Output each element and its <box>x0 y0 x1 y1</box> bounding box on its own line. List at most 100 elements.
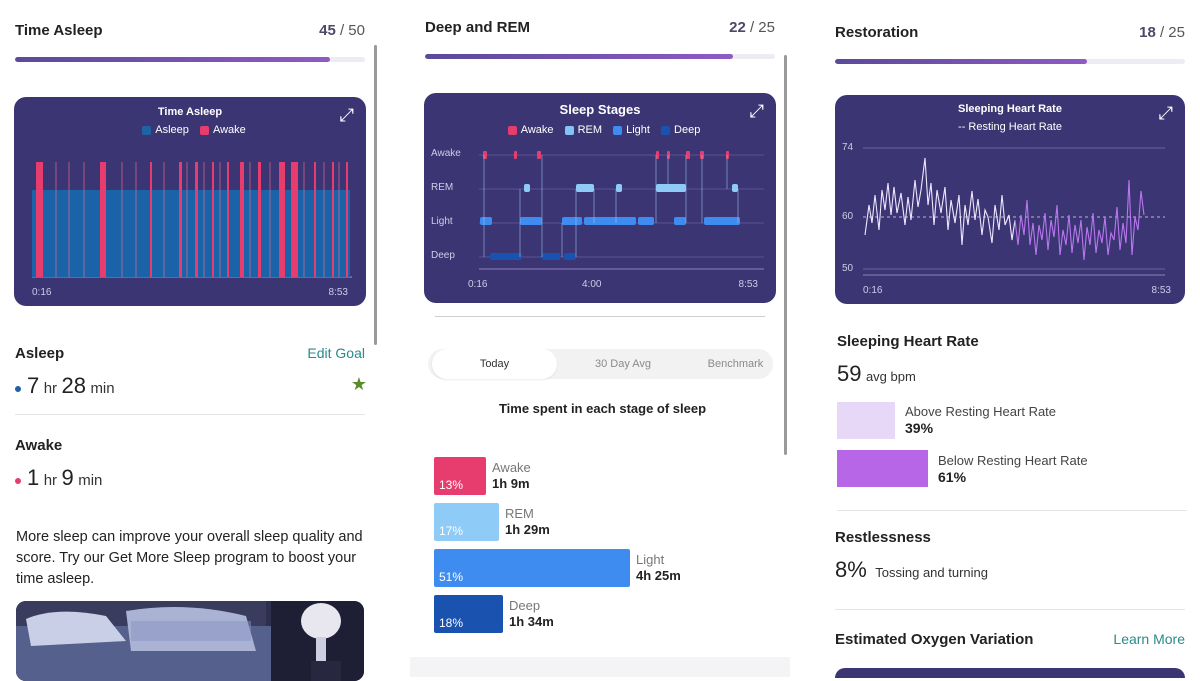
chart-title: Sleep Stages <box>559 102 641 117</box>
stage-bar-pct: 13% <box>439 478 464 492</box>
legend-swatch-asleep <box>142 125 152 135</box>
tab-benchmark[interactable]: Benchmark <box>707 358 764 370</box>
time-asleep-panel: Time Asleep 45 / 50 Time Asleep ⤢ Asleep… <box>0 0 385 681</box>
legend-label: Light <box>626 124 650 136</box>
legend-label: Awake <box>520 124 554 136</box>
legend-swatch-rem <box>564 125 574 135</box>
score: 45 / 50 <box>319 22 365 39</box>
restlessness-value: 8% Tossing and turning <box>835 557 988 582</box>
stage-bar-duration: 1h 9m <box>492 476 530 491</box>
asleep-dot <box>15 385 21 392</box>
stage-bar-label: REM <box>505 506 534 521</box>
restoration-panel: Restoration 18 / 25 Sleeping Heart Rate … <box>820 0 1200 678</box>
asleep-label: Asleep <box>15 345 65 362</box>
above-resting-swatch <box>837 402 895 439</box>
bottom-card <box>410 657 790 677</box>
awake-dot <box>15 477 21 484</box>
time-asleep-chart <box>32 162 352 278</box>
tab-30-day-avg[interactable]: 30 Day Avg <box>594 358 652 370</box>
chart-legend: Awake REM Light Deep <box>424 124 776 136</box>
heart-rate-chart-card: Sleeping Heart Rate -- Resting Heart Rat… <box>835 95 1185 304</box>
stage-bar-duration: 4h 25m <box>636 568 681 583</box>
sleeping-hr-label: Sleeping Heart Rate <box>837 333 979 350</box>
legend-swatch-awake <box>507 125 517 135</box>
restlessness-label: Restlessness <box>835 529 931 546</box>
stage-bar-label: Light <box>636 552 665 567</box>
score: 18 / 25 <box>1139 24 1185 41</box>
x-axis-end: 8:53 <box>738 279 758 290</box>
stage-bar-pct: 17% <box>439 524 464 538</box>
y-label-74: 74 <box>842 142 854 153</box>
y-label-60: 60 <box>842 211 854 222</box>
score-value: 45 <box>319 22 336 39</box>
deep-rem-panel: Deep and REM 22 / 25 Sleep Stages ⤢ Awak… <box>405 0 800 677</box>
sleep-stages-chart <box>479 151 764 270</box>
legend-label: Awake <box>212 124 246 136</box>
legend-label: Asleep <box>155 124 189 136</box>
score-progress-fill <box>835 59 1087 64</box>
stage-bar-awake: 13% <box>434 457 486 495</box>
stage-bar-duration: 1h 34m <box>509 614 554 629</box>
score-max: / 25 <box>1159 24 1185 41</box>
chart-title: Sleeping Heart Rate <box>958 103 1062 115</box>
asleep-value: 7 hr 28 min <box>15 373 115 399</box>
sleeping-hr-value: 59 avg bpm <box>837 361 916 386</box>
expand-icon[interactable]: ⤢ <box>339 105 354 125</box>
divider <box>15 414 365 415</box>
legend-label: Deep <box>674 124 701 136</box>
score-max: / 25 <box>749 19 775 36</box>
stage-bar-label: Awake <box>492 460 531 475</box>
below-resting-label: Below Resting Heart Rate <box>938 453 1088 468</box>
y-label-awake: Awake <box>431 148 461 159</box>
score: 22 / 25 <box>729 19 775 36</box>
stage-bar-deep: 18% <box>434 595 503 633</box>
awake-label: Awake <box>15 437 63 454</box>
x-axis-mid: 4:00 <box>582 279 602 290</box>
legend-swatch-deep <box>661 125 671 135</box>
stage-bar-duration: 1h 29m <box>505 522 550 537</box>
section-title: Restoration <box>835 24 919 41</box>
bedroom-image <box>16 601 364 681</box>
stage-bar-pct: 18% <box>439 616 464 630</box>
section-title: Deep and REM <box>425 19 531 36</box>
awake-value: 1 hr 9 min <box>15 465 102 491</box>
x-axis-start: 0:16 <box>863 285 883 296</box>
score-progress-bar <box>425 54 775 59</box>
stage-bar-rem: 17% <box>434 503 499 541</box>
time-asleep-chart-card: Time Asleep ⤢ Asleep Awake <box>14 97 366 306</box>
x-axis-end: 8:53 <box>328 287 348 298</box>
expand-icon[interactable]: ⤢ <box>1158 103 1173 123</box>
score-progress-bar <box>835 59 1185 64</box>
below-resting-swatch <box>837 450 928 487</box>
x-axis-start: 0:16 <box>32 287 52 298</box>
divider <box>435 316 765 317</box>
score-progress-bar <box>15 57 365 62</box>
stage-bar-pct: 51% <box>439 570 464 584</box>
score-value: 18 <box>1139 24 1156 41</box>
oxygen-label: Estimated Oxygen Variation <box>835 631 1034 648</box>
above-resting-label: Above Resting Heart Rate <box>905 404 1057 419</box>
period-tabs: Today 30 Day Avg Benchmark <box>428 349 773 379</box>
sleep-stages-chart-card: Sleep Stages ⤢ Awake REM Light Deep Awak… <box>424 93 776 303</box>
promo-text: More sleep can improve your overall slee… <box>16 529 363 587</box>
legend-label: REM <box>577 124 603 136</box>
score-progress-fill <box>15 57 330 62</box>
chart-subtitle: -- Resting Heart Rate <box>958 121 1062 133</box>
stage-bar-label: Deep <box>509 598 541 613</box>
y-label-light: Light <box>431 216 453 227</box>
divider <box>837 510 1187 511</box>
scrollbar[interactable] <box>784 55 787 455</box>
star-icon: ★ <box>350 374 367 394</box>
divider <box>835 609 1185 610</box>
legend-swatch-awake <box>199 125 209 135</box>
legend-swatch-light <box>613 125 623 135</box>
learn-more-link[interactable]: Learn More <box>1113 631 1185 647</box>
edit-goal-link[interactable]: Edit Goal <box>307 345 365 361</box>
tab-today[interactable]: Today <box>432 349 557 379</box>
scrollbar[interactable] <box>374 45 377 345</box>
expand-icon[interactable]: ⤢ <box>749 101 764 121</box>
score-max: / 50 <box>339 22 365 39</box>
score-value: 22 <box>729 19 746 36</box>
chart-title: Time Asleep <box>157 106 223 118</box>
below-resting-pct: 61% <box>938 469 967 485</box>
